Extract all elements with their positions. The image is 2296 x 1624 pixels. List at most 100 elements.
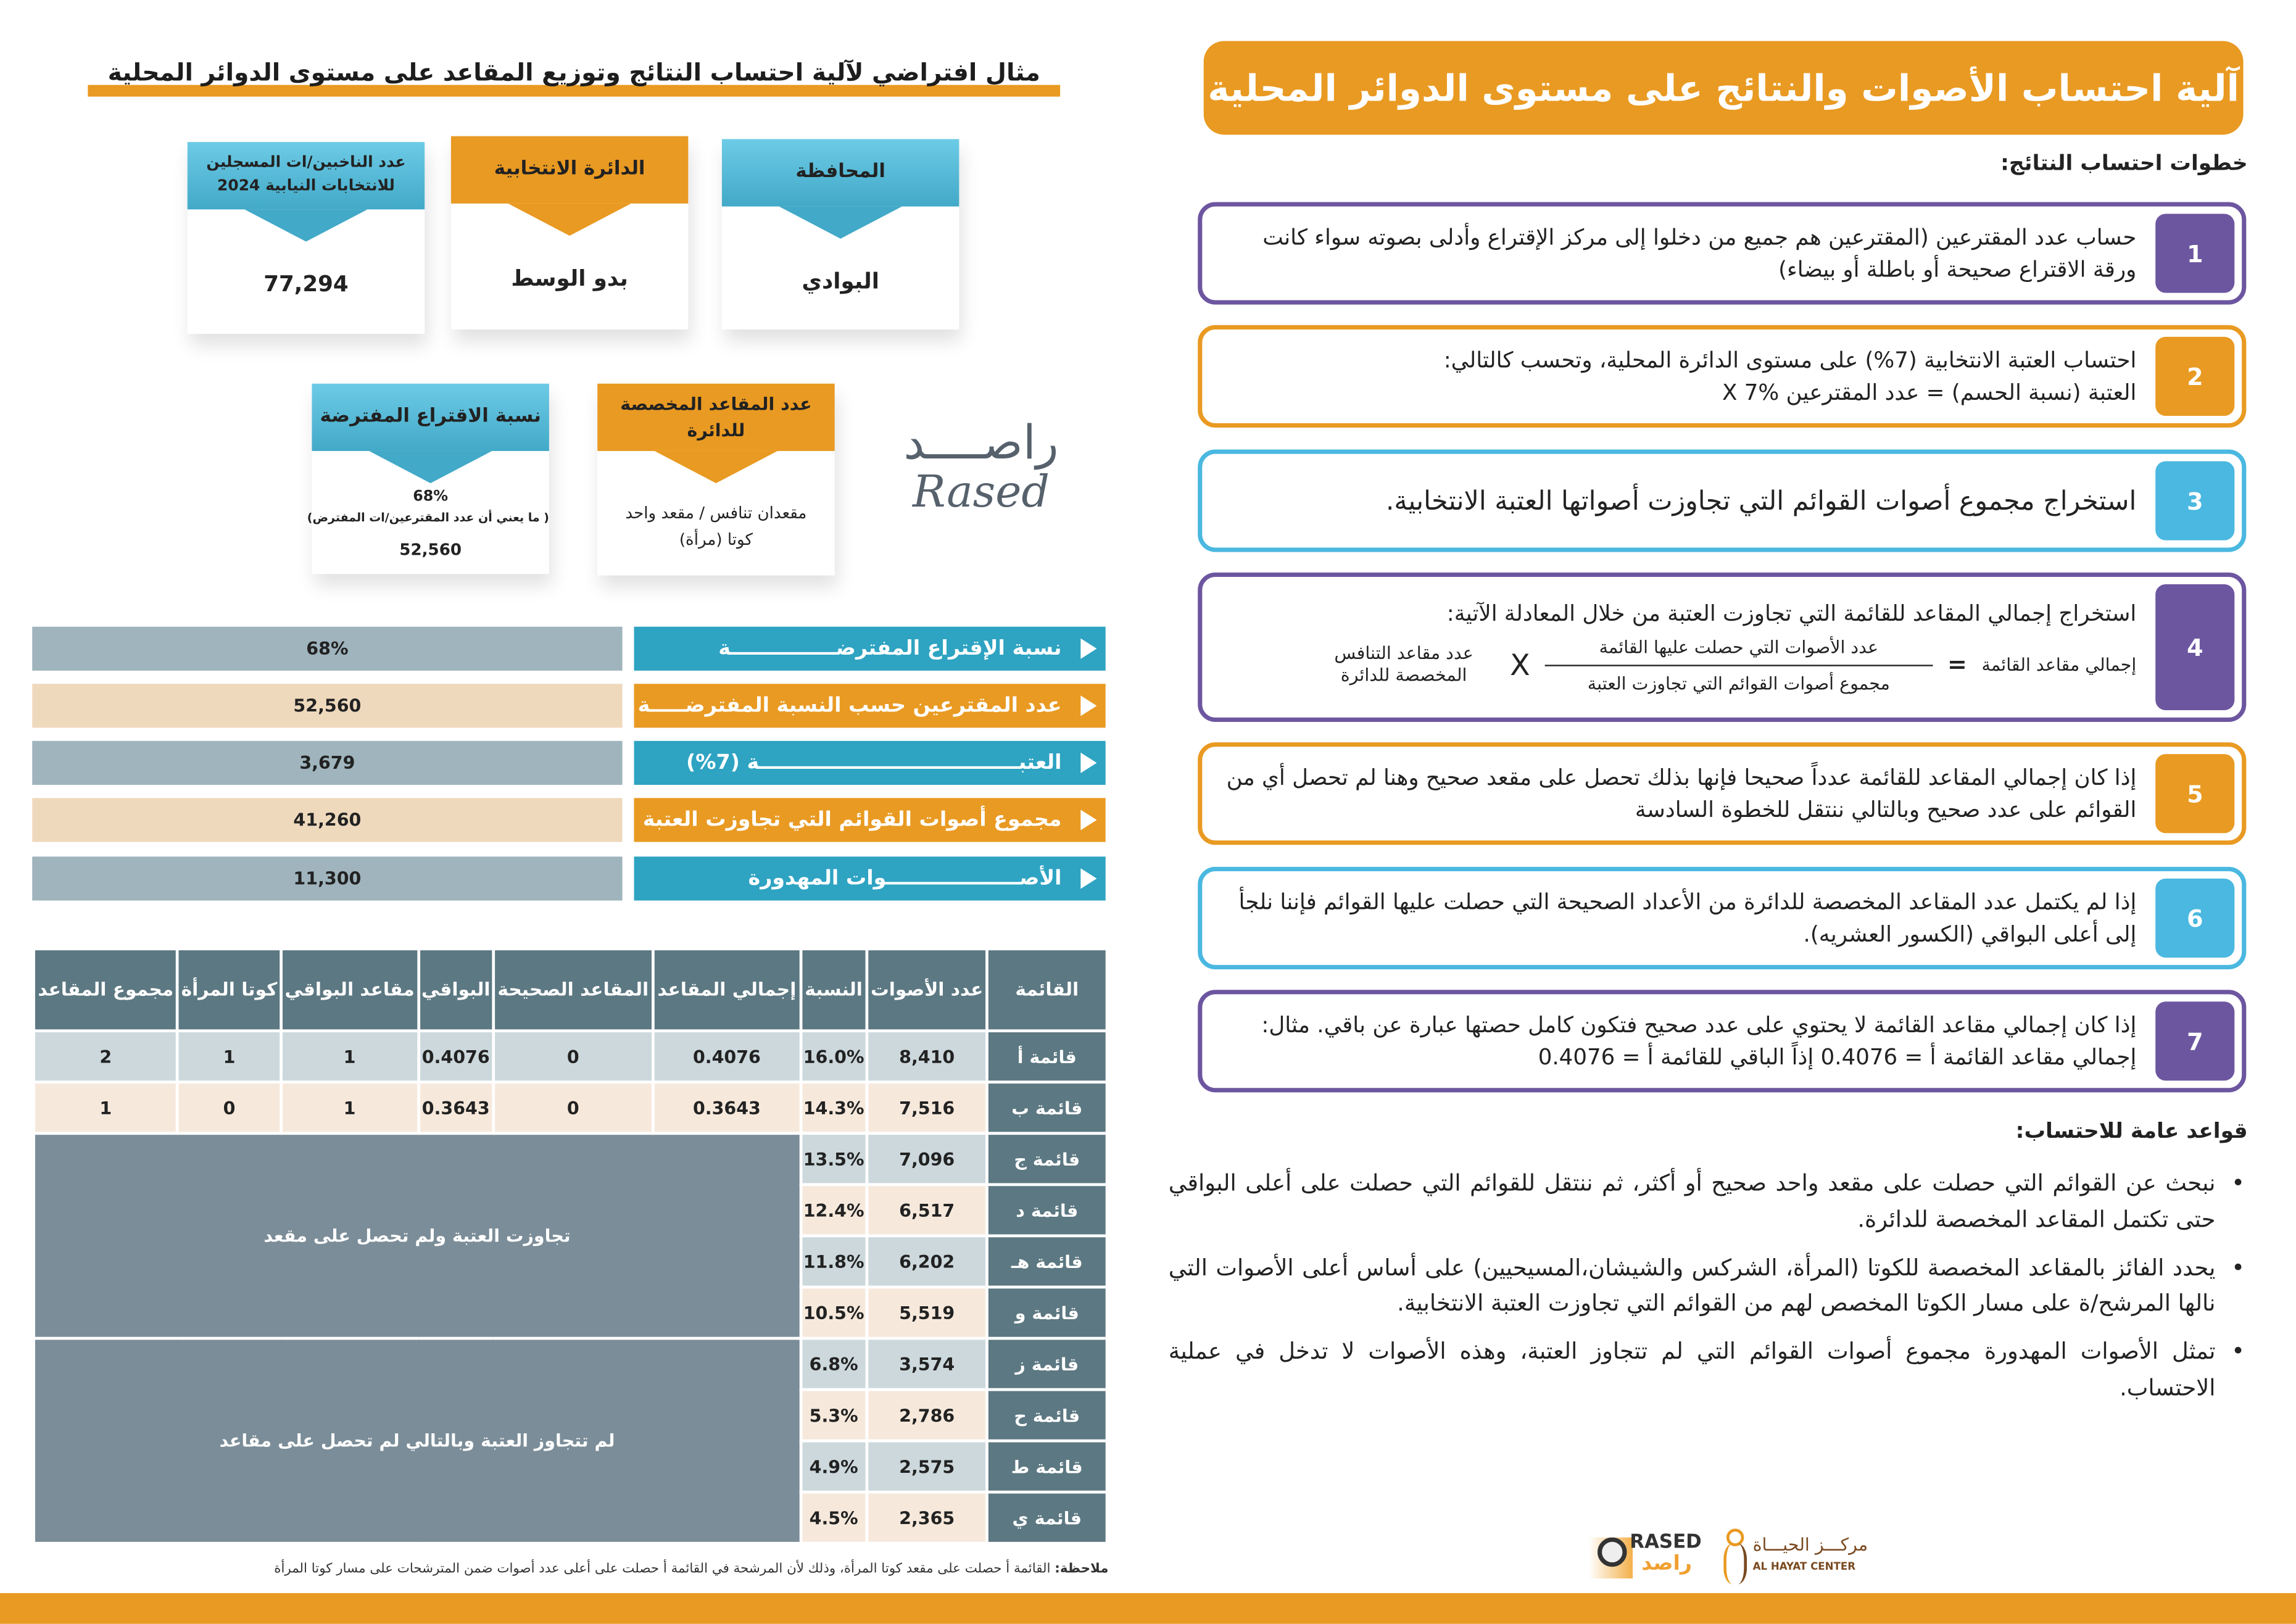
column-header: كوتا المرأة: [176, 947, 283, 1033]
list-name-cell: قائمة ز: [985, 1336, 1109, 1391]
list-name-cell: قائمة هـ: [985, 1234, 1109, 1289]
governorate-card: المحافظة البوادي: [721, 139, 959, 329]
rules-heading: قواعد عامة للاحتساب:: [2015, 1120, 2248, 1144]
rased-watermark: راصــــد Rased: [879, 414, 1084, 519]
al-hayat-logo: مركـــز الحيـــاة AL HAYAT CENTER: [1720, 1526, 1868, 1588]
play-arrow-icon: [1080, 868, 1097, 889]
table-cell: 0.3643: [652, 1080, 802, 1135]
summary-label: عدد المقترعين حسب النسبة المفترضـــــة: [634, 684, 1106, 728]
column-header: القائمة: [985, 947, 1109, 1033]
results-table: القائمة عدد الأصوات النسبة إجمالي المقاعد ال…: [32, 947, 1109, 1545]
rule-item: نبحث عن القوائم التي حصلت على مقعد واحد …: [1169, 1166, 2245, 1238]
table-cell: 2: [32, 1029, 180, 1084]
list-name-cell: قائمة و: [985, 1285, 1109, 1340]
turnout-card: نسبة الاقتراع المفترضة 68% ( ما يعني أن …: [307, 383, 549, 574]
rule-item: يحدد الفائز بالمقاعد المخصصة للكوتا (الم…: [1169, 1250, 2245, 1323]
steps-heading: خطوات احتساب النتائج:: [2000, 152, 2248, 176]
play-arrow-icon: [1080, 810, 1097, 831]
main-title: آلية احتساب الأصوات والنتائج على مستوى ا…: [1203, 41, 2244, 135]
summary-label: نسبة الإقتراع المفترضـــــــــــــــة: [634, 626, 1106, 671]
summary-value: 52,560: [32, 684, 623, 728]
table-cell: 13.5%: [798, 1132, 869, 1187]
column-header: مجموع المقاعد: [32, 947, 180, 1033]
summary-value: 3,679: [32, 740, 623, 785]
card-label: الدائرة الانتخابية: [450, 136, 689, 204]
table-cell: 16.0%: [798, 1029, 869, 1084]
step-text: استخراج إجمالي المقاعد للقائمة التي تجاو…: [1223, 577, 2137, 718]
step-text: إذا لم يكتمل عدد المقاعد المخصصة للدائرة…: [1238, 888, 2137, 948]
card-note: ( ما يعني أن عدد المقترعين/ات المفترض): [307, 511, 549, 524]
title-underline: [88, 85, 1061, 97]
card-value: البوادي: [802, 268, 879, 294]
table-cell: 1: [279, 1080, 420, 1135]
table-row: قائمة ز 3,574 6.8% لم تتجاوز العتبة وبالتال…: [32, 1336, 1109, 1545]
table-cell: 0: [491, 1029, 655, 1084]
column-header: النسبة: [798, 947, 869, 1033]
table-row: قائمة ط 2,575 4.9%: [34, 1439, 1109, 1494]
watermark-arabic: راصــــد: [903, 414, 1059, 470]
table-cell: 0.3643: [417, 1080, 495, 1135]
voters-card: عدد الناخبين/ات المسجلين للانتخابات الني…: [187, 142, 425, 334]
table-cell: 6.8%: [798, 1336, 869, 1391]
step-text: احتساب العتبة الانتخابية (7%) على مستوى …: [1443, 346, 2137, 406]
step-7: 7 إذا كان إجمالي مقاعد القائمة لا يحتوي …: [1198, 990, 2247, 1093]
seats-card: عدد المقاعد المخصصة للدائرة مقعدان تنافس…: [597, 383, 835, 576]
summary-label: العتبـــــــــــــــــــــــــــــــــــ…: [634, 740, 1106, 785]
table-cell: 12.4%: [798, 1183, 869, 1238]
column-header: البواقي: [417, 947, 495, 1033]
rule-item: تمثل الأصوات المهدورة مجموع أصوات القوائ…: [1169, 1334, 2245, 1407]
step-text: إذا كان إجمالي مقاعد القائمة لا يحتوي عل…: [1261, 1011, 2137, 1071]
table-cell: 7,516: [865, 1080, 988, 1135]
summary-label: الأصـــــــــــــــــــوات المهدورة: [634, 856, 1106, 901]
list-name-cell: قائمة ط: [985, 1439, 1109, 1494]
table-cell: 1: [176, 1029, 283, 1084]
table-cell: 5.3%: [798, 1388, 869, 1443]
figure-body-icon: [1723, 1543, 1747, 1585]
step-number: 6: [2155, 878, 2235, 958]
table-cell: 4.5%: [798, 1490, 869, 1545]
table-cell: 1: [32, 1080, 180, 1135]
step-text: استخراج مجموع أصوات القوائم التي تجاوزت …: [1385, 485, 2137, 516]
step-number: 3: [2155, 461, 2235, 541]
table-cell: 2,786: [865, 1388, 988, 1443]
summary-value: 11,300: [32, 856, 623, 901]
step-4: 4 استخراج إجمالي المقاعد للقائمة التي تج…: [1198, 572, 2247, 722]
step-6: 6 إذا لم يكتمل عدد المقاعد المخصصة للدائ…: [1198, 866, 2247, 969]
table-note: ملاحظة: القائمة أ حصلت على مقعد كوتا الم…: [274, 1562, 1109, 1577]
table-cell: 1: [279, 1029, 420, 1084]
footer-band: [0, 1593, 2296, 1624]
step-5: 5 إذا كان إجمالي المقاعد للقائمة عدداً ص…: [1198, 742, 2247, 845]
table-cell: 8,410: [865, 1029, 988, 1084]
step-2: 2 احتساب العتبة الانتخابية (7%) على مستو…: [1198, 325, 2247, 428]
table-row: قائمة ح 2,786 5.3%: [34, 1388, 1109, 1443]
table-cell: 0: [491, 1080, 655, 1135]
card-count: 52,560: [399, 540, 462, 560]
play-arrow-icon: [1080, 638, 1097, 659]
table-cell: 11.8%: [798, 1234, 869, 1289]
table-row: قائمة ب 7,516 14.3% 0.3643 0 0.3643 1 0 1: [32, 1080, 1109, 1135]
table-cell: 7,096: [865, 1132, 988, 1187]
table-row: قائمة د 6,517 12.4%: [34, 1183, 1109, 1238]
card-label: المحافظة: [721, 139, 959, 207]
table-cell: 6,202: [865, 1234, 988, 1289]
table-row: قائمة و 5,519 10.5%: [34, 1285, 1109, 1340]
rased-logo: RASED راصد: [1588, 1531, 1714, 1581]
district-card: الدائرة الانتخابية بدو الوسط: [450, 136, 689, 329]
table-row: قائمة هـ 6,202 11.8%: [34, 1234, 1109, 1289]
summary-value: 41,260: [32, 798, 623, 842]
table-cell: 2,365: [865, 1490, 988, 1545]
list-name-cell: قائمة ح: [985, 1388, 1109, 1443]
card-label: نسبة الاقتراع المفترضة: [312, 383, 549, 451]
step-text: حساب عدد المقترعين (المقترعين هم جميع من…: [1262, 223, 2137, 283]
step-number: 4: [2155, 584, 2235, 710]
step-number: 2: [2155, 336, 2235, 416]
seat-formula: إجمالي مقاعد القائمة = عدد الأصوات التي ح…: [1334, 636, 2137, 694]
list-name-cell: قائمة ب: [985, 1080, 1109, 1135]
table-cell: 5,519: [865, 1285, 988, 1340]
step-3: 3 استخراج مجموع أصوات القوائم التي تجاوز…: [1198, 449, 2247, 552]
card-label: عدد الناخبين/ات المسجلين للانتخابات الني…: [187, 142, 425, 210]
watermark-latin: Rased: [912, 467, 1050, 519]
card-label: عدد المقاعد المخصصة للدائرة: [597, 383, 835, 451]
card-value: 68%: [413, 489, 449, 505]
list-name-cell: قائمة ج: [985, 1132, 1109, 1187]
